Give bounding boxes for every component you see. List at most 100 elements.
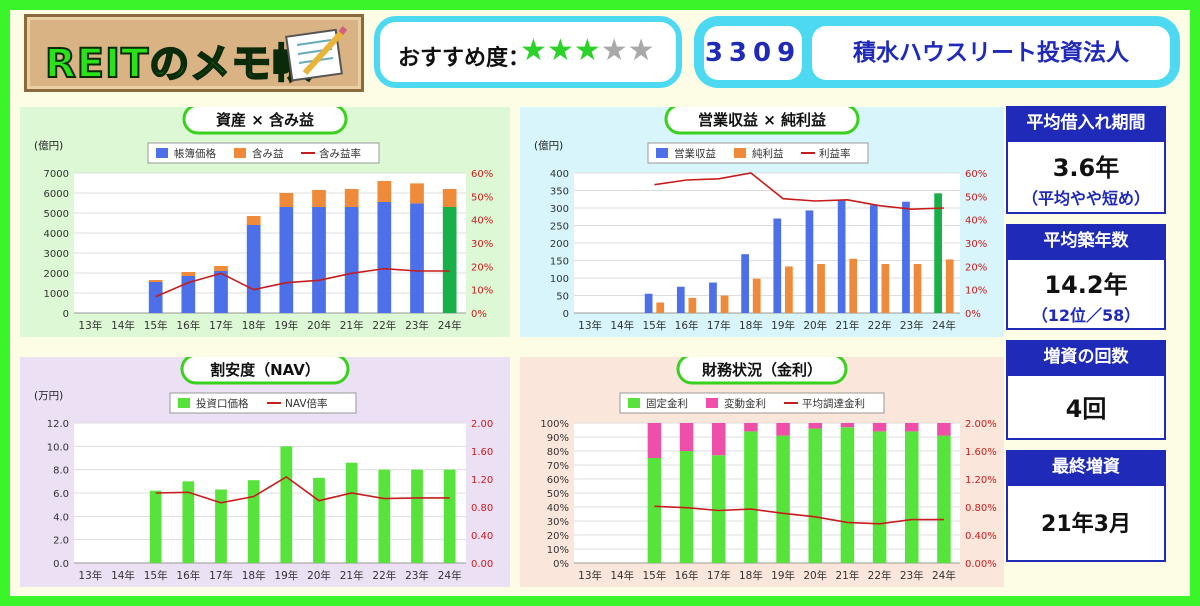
y-tick-label: 250 [550,222,569,233]
y-tick-label: 20% [547,531,569,542]
y-tick-label: 1000 [44,289,69,300]
bar-帳簿価格 [410,203,424,313]
bar-純利益 [945,259,954,313]
metric-last-offering: 最終増資 21年3月 [1006,450,1166,562]
rating-stars: ★★★★★ [520,36,655,66]
x-tick-label: 13年 [78,319,102,332]
y-tick-label: 0.0 [53,559,69,570]
legend-label: 利益率 [819,147,851,160]
x-tick-label: 21年 [835,319,859,332]
legend-box [147,142,380,164]
metric-value: 14.2年 [1044,271,1128,299]
metric-offering-count: 増資の回数 4回 [1006,340,1166,440]
legend-label: 含み益 [252,147,284,160]
x-tick-label: 19年 [771,319,795,332]
bar-含み益 [442,189,457,207]
x-tick-label: 22年 [868,319,892,332]
y2-tick-label: 30% [965,239,987,250]
bar-含み益 [377,181,392,202]
y2-tick-label: 60% [471,169,493,180]
bar-固定金利 [711,455,726,563]
metric-body: 14.2年 （12位／58） [1006,258,1166,330]
line-NAV倍率 [155,475,450,504]
x-tick-label: 21年 [340,569,364,582]
bar-投資口価格 [345,462,358,563]
y-tick-label: 60% [547,475,569,486]
bar-投資口価格 [280,446,293,563]
y2-tick-label: 0.80 [471,503,493,514]
x-tick-label: 23年 [405,319,429,332]
y-tick-label: 2000 [44,269,69,280]
metric-body: 21年3月 [1006,484,1166,562]
bar-変動金利 [937,423,951,436]
y-tick-label: 8.0 [53,466,69,477]
reit-id-card: 3309 積水ハウスリート投資法人 [694,16,1180,88]
y-tick-label: 30% [547,517,569,528]
bar-固定金利 [840,427,855,563]
y-tick-label: 12.0 [47,419,69,430]
revenue-chart-panel: 0 50 100 150 200 250 300 350 400 0% 10% 20% 30% 40% 50… [520,103,1004,337]
asset-chart-panel: 0 1000 2000 3000 4000 5000 6000 7000 0% 10% 20% 30%… [20,103,510,337]
bar-純利益 [881,264,890,313]
bar-固定金利 [776,435,790,563]
x-tick-label: 19年 [274,319,298,332]
legend-swatch [156,148,168,158]
metric-borrowing-period: 平均借入れ期間 3.6年 （平均やや短め） [1006,106,1166,214]
bar-純利益 [849,258,858,313]
bar-投資口価格 [182,481,195,563]
memo-pad-icon [285,26,347,82]
y2-tick-label: 0.00 [471,559,493,570]
y2-tick-label: 0% [471,309,487,320]
chart-title: 資産 × 含み益 [216,111,314,129]
legend-swatch [628,398,640,408]
legend-label: 営業収益 [674,147,716,160]
x-tick-label: 24年 [438,569,462,582]
bar-純利益 [752,278,761,313]
x-tick-label: 18年 [739,569,763,582]
bar-帳簿価格 [246,225,261,313]
y-tick-label: 100% [540,419,569,430]
star-icon: ★ [520,33,547,68]
x-tick-label: 20年 [803,319,827,332]
y-tick-label: 6.0 [53,489,69,500]
y2-tick-label: 1.20 [471,475,493,486]
bar-純利益 [688,297,697,313]
bar-営業収益 [902,201,910,313]
x-tick-label: 13年 [578,319,602,332]
metric-label: 最終増資 [1006,450,1166,484]
y-tick-label: 90% [547,433,569,444]
x-tick-label: 16年 [675,319,699,332]
bar-変動金利 [808,423,823,429]
y-tick-label: 4.0 [53,512,69,523]
rating-card: おすすめ度： ★★★★★ [374,16,682,88]
chart-title: 営業収益 × 純利益 [698,111,826,129]
interest-chart-panel: 0% 10% 20% 30% 40% 50% 60% 70% 80% 90% 100% 0.00% 0.… [520,353,1004,587]
bar-変動金利 [744,423,758,432]
legend-label: 固定金利 [646,397,688,410]
bar-含み益 [410,183,424,204]
bar-営業収益 [773,218,782,313]
bar-投資口価格 [149,490,162,563]
logo-board: REITのメモ帳 [24,14,364,92]
x-tick-label: 23年 [900,319,924,332]
bar-含み益 [312,190,326,207]
bar-営業収益 [837,200,846,313]
y-tick-label: 80% [547,447,569,458]
chart-svg: 0 1000 2000 3000 4000 5000 6000 7000 0% 10% 20% 30%… [20,103,510,337]
bar-投資口価格 [313,477,325,563]
y2-tick-label: 40% [965,216,987,227]
y2-tick-label: 0.80% [965,503,997,514]
reit-code: 3309 [704,38,802,68]
x-tick-label: 15年 [144,319,168,332]
metric-note: （12位／58） [1031,306,1141,325]
y2-tick-label: 10% [471,286,493,297]
legend-swatch [706,398,718,408]
y-tick-label: 4000 [44,229,69,240]
legend-swatch [234,148,246,158]
y2-tick-label: 50% [471,192,493,203]
legend-swatch [178,398,190,408]
x-tick-label: 18年 [242,319,266,332]
bar-含み益 [344,189,359,207]
y2-tick-label: 2.00% [965,419,997,430]
x-tick-label: 18年 [739,319,763,332]
